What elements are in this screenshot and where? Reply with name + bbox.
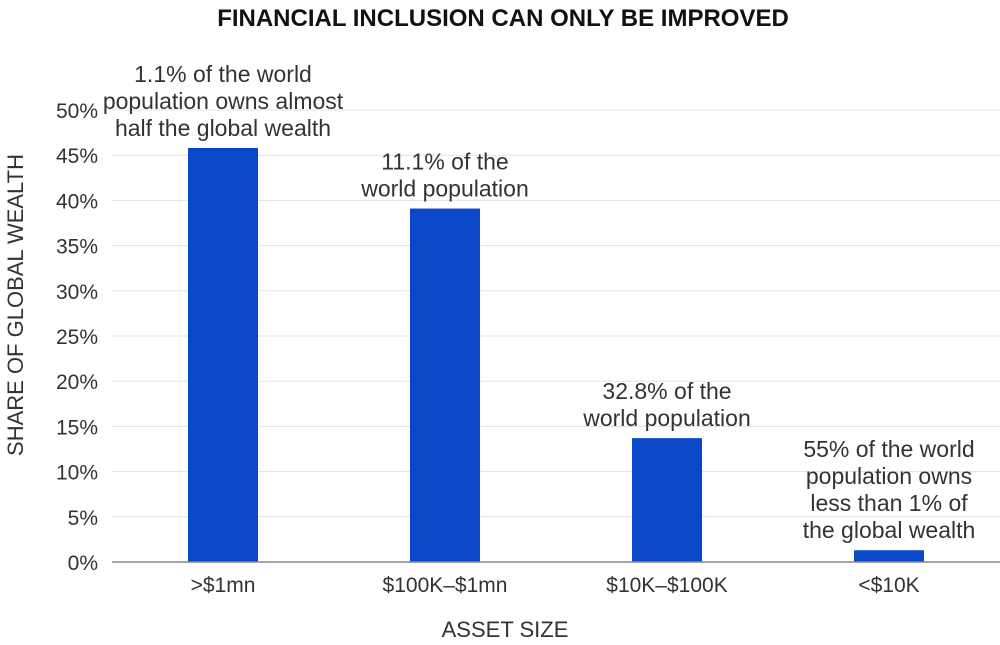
y-tick-label: 5%	[68, 507, 98, 530]
chart-title: FINANCIAL INCLUSION CAN ONLY BE IMPROVED	[217, 5, 789, 32]
annotation-line: world population	[360, 176, 529, 202]
bars	[188, 147, 924, 562]
annotation-line: world population	[582, 405, 751, 431]
bar-annotation: 11.1% of the world population	[360, 149, 529, 202]
bar-annotation: 1.1% of the world population owns almost h…	[103, 61, 344, 141]
y-tick-label: 45%	[56, 145, 98, 168]
annotation-line: 11.1% of the	[381, 149, 508, 175]
bar-annotations: 1.1% of the world population owns almost h…	[103, 61, 976, 543]
y-tick-label: 30%	[56, 281, 98, 304]
annotation-line: the global wealth	[803, 517, 976, 543]
y-tick-label: 25%	[56, 326, 98, 349]
y-tick-label: 20%	[56, 371, 98, 394]
annotation-line: 32.8% of the	[602, 378, 731, 404]
annotation-line: 55% of the world	[803, 436, 974, 462]
annotation-line: 1.1% of the world	[134, 61, 312, 87]
bar	[188, 147, 258, 562]
y-tick-label: 15%	[56, 416, 98, 439]
y-tick-label: 50%	[56, 100, 98, 123]
y-axis-ticks: 0% 5% 10% 15% 20% 25% 30% 35% 40% 45% 50%	[56, 100, 98, 575]
y-tick-label: 0%	[68, 552, 98, 575]
bar	[854, 550, 924, 562]
bar-annotation: 32.8% of the world population	[582, 378, 751, 431]
x-category-label: >$1mn	[191, 574, 256, 597]
annotation-line: population owns almost	[103, 88, 344, 114]
x-category-label: $100K–$1mn	[383, 574, 508, 597]
bar	[410, 208, 480, 562]
y-tick-label: 40%	[56, 190, 98, 213]
bar	[632, 438, 702, 562]
x-axis-categories: >$1mn $100K–$1mn $10K–$100K <$10K	[191, 574, 920, 597]
annotation-line: half the global wealth	[115, 115, 331, 141]
gridlines	[112, 109, 1000, 518]
y-tick-label: 35%	[56, 236, 98, 259]
y-axis-title: SHARE OF GLOBAL WEALTH	[3, 154, 28, 456]
bar-annotation: 55% of the world population owns less than…	[803, 436, 976, 543]
annotation-line: population owns	[806, 463, 972, 489]
y-tick-label: 10%	[56, 462, 98, 485]
x-category-label: $10K–$100K	[606, 574, 727, 597]
x-category-label: <$10K	[858, 574, 919, 597]
x-axis-title: ASSET SIZE	[442, 617, 569, 642]
annotation-line: less than 1% of	[810, 490, 968, 516]
